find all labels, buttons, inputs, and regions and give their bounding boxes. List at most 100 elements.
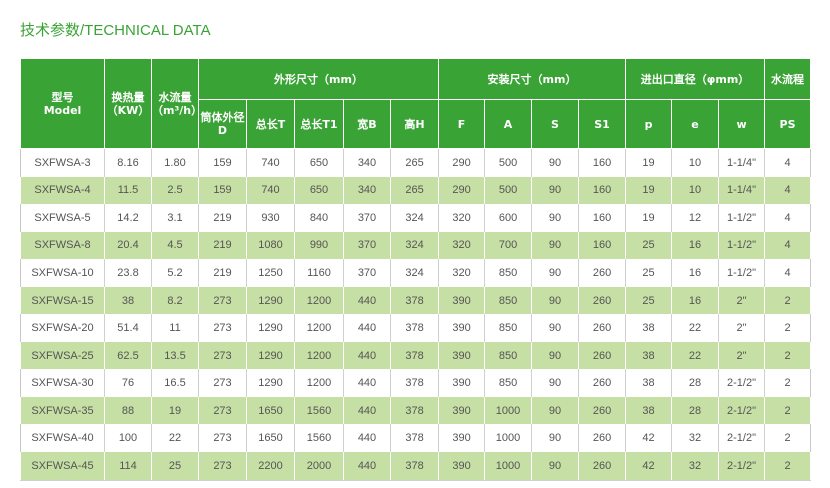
table-cell: 22	[671, 314, 720, 342]
table-cell: 390	[438, 396, 486, 425]
header-sub-w: w	[718, 99, 766, 149]
table-cell: 11	[151, 314, 199, 342]
table-cell: 930	[246, 204, 295, 232]
table-cell: 1560	[294, 424, 344, 453]
table-cell: 440	[343, 314, 391, 342]
table-cell: 390	[438, 424, 486, 453]
table-cell: 740	[246, 176, 295, 205]
table-cell: 4	[764, 148, 812, 177]
table-cell: 16	[671, 231, 720, 260]
table-cell: 16	[671, 286, 720, 315]
table-cell: 90	[531, 314, 580, 342]
table-row: SXFWSA-25 62.5 13.5 273 1290 1200 440 378 390 850…	[20, 341, 812, 370]
table-cell: 260	[578, 424, 627, 453]
table-cell: 265	[389, 176, 440, 205]
table-cell: 1000	[484, 396, 533, 425]
table-cell: 390	[438, 314, 486, 342]
table-cell: 850	[484, 369, 533, 397]
table-cell: 51.4	[104, 314, 152, 342]
table-cell: 19	[625, 148, 673, 177]
table-cell: 370	[343, 231, 391, 260]
table-cell: 90	[531, 286, 580, 315]
table-cell: 260	[578, 396, 627, 425]
table-cell: 4	[764, 259, 812, 287]
table-cell: 38	[625, 341, 673, 370]
table-cell: 440	[343, 452, 391, 481]
header-sub-S: S	[531, 99, 580, 149]
table-cell: 320	[438, 204, 486, 232]
table-cell: 390	[438, 452, 486, 481]
header-sub-e: e	[671, 99, 720, 149]
header-heat-unit: （KW）	[106, 103, 150, 117]
table-cell: 340	[343, 148, 391, 177]
table-cell: 2	[764, 396, 812, 425]
header-flow-unit: （m³/h）	[152, 103, 199, 117]
table-cell: 10	[671, 176, 720, 205]
table-row: SXFWSA-45 114 25 273 2200 2000 440 378 390 1000 90…	[20, 452, 812, 481]
table-cell: 14.2	[104, 204, 152, 232]
table-cell: 160	[578, 231, 627, 260]
table-cell: 22	[151, 424, 199, 453]
table-cell: 4	[764, 204, 812, 232]
table-cell: 12	[671, 204, 720, 232]
table-cell: 1290	[246, 286, 295, 315]
table-cell: 700	[484, 231, 533, 260]
table-cell: 990	[294, 231, 344, 260]
table-header: 型号 Model 换热量 （KW） 水流量 （m³/h） 外形尺寸（mm） 安装…	[20, 58, 812, 149]
table-cell: 4	[764, 176, 812, 205]
table-cell: 219	[198, 259, 247, 287]
table-cell: 1290	[246, 369, 295, 397]
table-cell: 1650	[246, 396, 295, 425]
table-cell: 1650	[246, 424, 295, 453]
table-cell: 90	[531, 204, 580, 232]
table-cell: 1160	[294, 259, 344, 287]
table-cell: 8.16	[104, 148, 152, 177]
table-cell: 32	[671, 424, 720, 453]
table-cell: 19	[625, 204, 673, 232]
table-cell: 390	[438, 369, 486, 397]
header-sub-T: 总长T	[246, 99, 295, 149]
model-cell: SXFWSA-30	[20, 369, 105, 397]
header-sub-H: 高H	[389, 99, 440, 149]
table-cell: 42	[625, 452, 673, 481]
table-cell: 273	[198, 314, 247, 342]
table-cell: 378	[389, 341, 440, 370]
model-cell: SXFWSA-3	[20, 148, 105, 177]
technical-data-table: 型号 Model 换热量 （KW） 水流量 （m³/h） 外形尺寸（mm） 安装…	[20, 58, 812, 481]
table-cell: 19	[625, 176, 673, 205]
table-cell: 850	[484, 341, 533, 370]
header-sub-F: F	[438, 99, 486, 149]
table-cell: 370	[343, 259, 391, 287]
table-cell: 32	[671, 452, 720, 481]
header-group-port-diameter: 进出口直径（φmm）	[625, 58, 766, 100]
table-cell: 840	[294, 204, 344, 232]
table-cell: 1290	[246, 341, 295, 370]
table-cell: 1-1/4"	[718, 176, 766, 205]
table-cell: 2"	[718, 341, 766, 370]
table-cell: 25	[151, 452, 199, 481]
table-row: SXFWSA-40 100 22 273 1650 1560 440 378 390 1000 90…	[20, 424, 812, 453]
table-cell: 2-1/2"	[718, 369, 766, 397]
header-heat-cn: 换热量	[111, 90, 145, 104]
table-cell: 440	[343, 341, 391, 370]
table-cell: 20.4	[104, 231, 152, 260]
table-cell: 23.8	[104, 259, 152, 287]
table-cell: 2	[764, 341, 812, 370]
table-cell: 378	[389, 369, 440, 397]
table-cell: 273	[198, 452, 247, 481]
table-cell: 160	[578, 176, 627, 205]
model-cell: SXFWSA-10	[20, 259, 105, 287]
table-cell: 76	[104, 369, 152, 397]
table-cell: 260	[578, 341, 627, 370]
table-cell: 1200	[294, 369, 344, 397]
table-cell: 90	[531, 341, 580, 370]
table-cell: 600	[484, 204, 533, 232]
table-cell: 2	[764, 314, 812, 342]
model-cell: SXFWSA-15	[20, 286, 105, 315]
table-cell: 2	[764, 452, 812, 481]
table-cell: 650	[294, 176, 344, 205]
table-row: SXFWSA-15 38 8.2 273 1290 1200 440 378 390 850 90 2…	[20, 286, 812, 315]
table-cell: 159	[198, 176, 247, 205]
table-cell: 25	[625, 259, 673, 287]
header-model-en: Model	[43, 103, 82, 117]
